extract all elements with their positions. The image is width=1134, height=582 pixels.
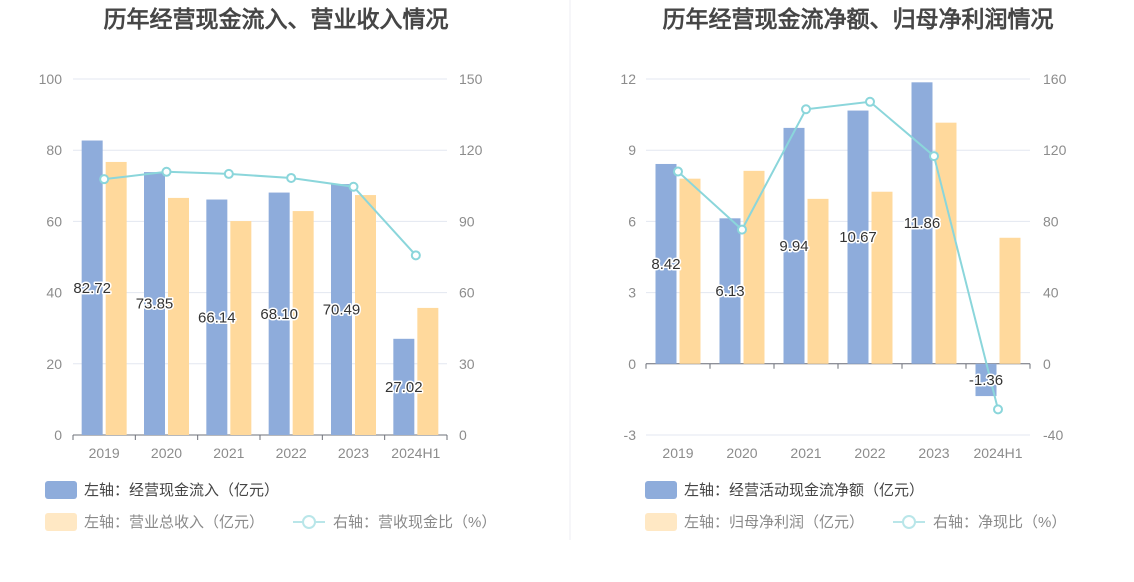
chart-0-left-axis-tick-label: 100 bbox=[39, 71, 63, 87]
chart-1-line-point-2024H1 bbox=[994, 405, 1002, 413]
chart-0-legend-item-2[interactable]: 右轴：营收现金比（%） bbox=[293, 514, 496, 531]
chart-1-bar-series-1-2019 bbox=[680, 179, 701, 364]
chart-0-category-label: 2021 bbox=[213, 445, 244, 461]
legend-line-marker bbox=[903, 516, 915, 528]
chart-0-line-point-2022 bbox=[287, 174, 295, 182]
chart-0-bar-series-1-2022 bbox=[293, 211, 314, 435]
legend-bar-swatch bbox=[645, 513, 677, 531]
chart-0-right-axis-tick-label: 150 bbox=[459, 71, 483, 87]
chart-0-line-point-2019 bbox=[100, 175, 108, 183]
chart-1-line-point-2019 bbox=[674, 168, 682, 176]
chart-1-line-point-2020 bbox=[738, 226, 746, 234]
chart-1-right-axis-tick-label: 0 bbox=[1043, 356, 1051, 372]
legend-line-icon bbox=[293, 516, 325, 528]
chart-1-left-axis-tick-label: 6 bbox=[628, 213, 636, 229]
chart-1-legend-item-2[interactable]: 右轴：净现比（%） bbox=[893, 514, 1066, 531]
chart-0-left-axis-tick-label: 80 bbox=[46, 142, 62, 158]
chart-1-left-axis-tick-label: 3 bbox=[628, 285, 636, 301]
chart-1-category-label: 2021 bbox=[790, 445, 821, 461]
chart-0-legend-item-1[interactable]: 左轴：营业总收入（亿元） bbox=[45, 513, 264, 531]
legend-bar-swatch bbox=[45, 513, 77, 531]
chart-1-data-label-2021: 9.94 bbox=[779, 238, 808, 255]
chart-1-right-axis-tick-label: 120 bbox=[1043, 142, 1067, 158]
chart-1-right-axis-tick-label: 80 bbox=[1043, 213, 1059, 229]
chart-1-legend-item-0[interactable]: 左轴：经营活动现金流净额（亿元） bbox=[645, 481, 924, 499]
chart-1-left-axis-tick-label: -3 bbox=[624, 427, 637, 443]
legend-label: 左轴：经营活动现金流净额（亿元） bbox=[684, 482, 924, 499]
chart-0-right-axis-tick-label: 90 bbox=[459, 213, 475, 229]
legend-label: 右轴：营收现金比（%） bbox=[333, 514, 496, 531]
chart-1-data-label-2020: 6.13 bbox=[715, 283, 744, 300]
chart-1-data-label-2019: 8.42 bbox=[651, 256, 680, 273]
chart-1-left-axis-tick-label: 0 bbox=[628, 356, 636, 372]
chart-0-right-axis-tick-label: 30 bbox=[459, 356, 475, 372]
chart-0-legend-item-0[interactable]: 左轴：经营现金流入（亿元） bbox=[45, 481, 279, 499]
chart-0-left-axis-tick-label: 40 bbox=[46, 285, 62, 301]
chart-1-data-label-2024H1: -1.36 bbox=[969, 372, 1003, 389]
chart-0-bar-series-1-2020 bbox=[168, 198, 189, 435]
chart-1-line-point-2023 bbox=[930, 152, 938, 160]
chart-0-line-point-2023 bbox=[350, 183, 358, 191]
chart-1-bar-series-1-2022 bbox=[872, 192, 893, 364]
chart-1-data-label-2022: 10.67 bbox=[839, 229, 877, 246]
chart-1-right-axis-tick-label: -40 bbox=[1043, 427, 1063, 443]
chart-0-bar-series-1-2019 bbox=[106, 162, 127, 435]
chart-0-left-axis-tick-label: 20 bbox=[46, 356, 62, 372]
legend-bar-swatch bbox=[645, 481, 677, 499]
chart-0-data-label-2020: 73.85 bbox=[136, 296, 174, 313]
legend-label: 左轴：经营现金流入（亿元） bbox=[84, 482, 279, 499]
chart-1-category-label: 2024H1 bbox=[973, 445, 1022, 461]
chart-1-bar-series-1-2021 bbox=[808, 199, 829, 364]
chart-0-data-label-2019: 82.72 bbox=[73, 280, 111, 297]
chart-0-line-point-2021 bbox=[225, 170, 233, 178]
chart-1-line-point-2021 bbox=[802, 105, 810, 113]
chart-0-right-axis-tick-label: 120 bbox=[459, 142, 483, 158]
chart-0-category-label: 2023 bbox=[338, 445, 369, 461]
legend-label: 左轴：营业总收入（亿元） bbox=[84, 514, 264, 531]
chart-1-legend-item-1[interactable]: 左轴：归母净利润（亿元） bbox=[645, 513, 864, 531]
chart-1-category-label: 2019 bbox=[662, 445, 693, 461]
chart-1-bar-series-1-2024H1 bbox=[1000, 238, 1021, 364]
chart-0-data-label-2021: 66.14 bbox=[198, 309, 236, 326]
chart-0-right-axis-tick-label: 60 bbox=[459, 285, 475, 301]
chart-0-left-axis-tick-label: 60 bbox=[46, 213, 62, 229]
chart-1-title: 历年经营现金流净额、归母净利润情况 bbox=[663, 6, 1054, 32]
chart-1-category-label: 2020 bbox=[726, 445, 757, 461]
chart-0-title: 历年经营现金流入、营业收入情况 bbox=[104, 6, 449, 32]
chart-1-right-axis-tick-label: 40 bbox=[1043, 285, 1059, 301]
chart-canvas: 历年经营现金流入、营业收入情况0204060801000306090120150… bbox=[0, 0, 1134, 582]
chart-1-left-axis-tick-label: 9 bbox=[628, 142, 636, 158]
chart-0-category-label: 2024H1 bbox=[391, 445, 440, 461]
chart-0: 历年经营现金流入、营业收入情况 0 20 40 60 80 100 0 30 60 90 120 150… bbox=[39, 6, 497, 531]
chart-1-category-label: 2023 bbox=[918, 445, 949, 461]
legend-label: 右轴：净现比（%） bbox=[933, 514, 1066, 531]
chart-1-data-label-2023: 11.86 bbox=[904, 215, 940, 232]
chart-0-bar-series-1-2021 bbox=[230, 221, 251, 435]
chart-0-data-label-2023: 70.49 bbox=[323, 302, 361, 319]
chart-0-category-label: 2019 bbox=[89, 445, 120, 461]
legend-label: 左轴：归母净利润（亿元） bbox=[684, 514, 864, 531]
legend-line-marker bbox=[303, 516, 315, 528]
chart-1-right-axis-tick-label: 160 bbox=[1043, 71, 1067, 87]
chart-1-bar-series-1-2020 bbox=[744, 171, 765, 364]
chart-0-line-point-2024H1 bbox=[412, 251, 420, 259]
chart-0-line-point-2020 bbox=[163, 168, 171, 176]
chart-1-category-label: 2022 bbox=[854, 445, 885, 461]
chart-0-category-label: 2020 bbox=[151, 445, 182, 461]
chart-1-left-axis-tick-label: 12 bbox=[620, 71, 636, 87]
chart-1-bar-series-1-2023 bbox=[936, 123, 957, 364]
legend-line-icon bbox=[893, 516, 925, 528]
chart-0-data-label-2022: 68.10 bbox=[260, 306, 298, 323]
chart-1: 历年经营现金流净额、归母净利润情况 -3 0 3 6 9 12 -40 0 40 80 120 160 2… bbox=[620, 6, 1066, 531]
chart-0-left-axis-tick-label: 0 bbox=[54, 427, 62, 443]
chart-0-bar-series-1-2024H1 bbox=[417, 308, 438, 435]
chart-0-data-label-2024H1: 27.02 bbox=[385, 379, 423, 396]
chart-1-line-point-2022 bbox=[866, 98, 874, 106]
chart-0-right-axis-tick-label: 0 bbox=[459, 427, 467, 443]
legend-bar-swatch bbox=[45, 481, 77, 499]
chart-0-category-label: 2022 bbox=[276, 445, 307, 461]
